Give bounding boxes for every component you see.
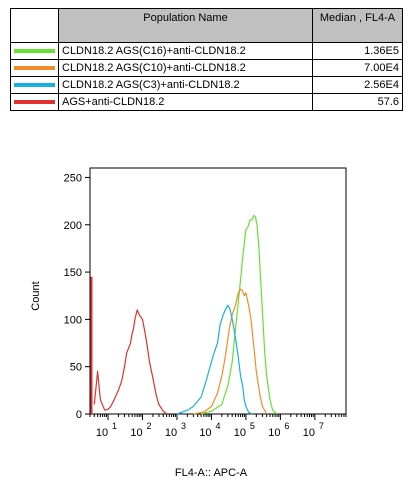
x-tick-label: 10 xyxy=(303,427,315,439)
plot-border xyxy=(89,167,347,415)
series-line xyxy=(193,288,268,415)
legend-row-value: 57.6 xyxy=(312,93,403,111)
legend-header-value: Median , FL4-A xyxy=(312,8,403,43)
x-tick-exponent: 1 xyxy=(112,421,117,431)
x-tick-label: 10 xyxy=(199,427,211,439)
legend-swatch xyxy=(14,100,55,104)
legend-swatch-cell xyxy=(10,59,59,77)
y-tick-label: 150 xyxy=(64,267,82,279)
legend-row-name: CLDN18.2 AGS(C16)+anti-CLDN18.2 xyxy=(58,42,313,60)
legend-row-name: AGS+anti-CLDN18.2 xyxy=(58,93,313,111)
legend-row: AGS+anti-CLDN18.2 57.6 xyxy=(10,93,403,111)
legend-table: Population Name Median , FL4-A CLDN18.2 … xyxy=(10,8,403,111)
x-axis: 10 1 10 2 10 3 10 4 10 5 10 6 10 7 xyxy=(89,414,347,439)
series-line xyxy=(176,304,253,415)
legend-row: CLDN18.2 AGS(C10)+anti-CLDN18.2 7.00E4 xyxy=(10,59,403,77)
x-tick-exponent: 5 xyxy=(250,421,255,431)
histogram-chart: 0 50 100 150 200 250 10 1 10 2 10 3 10 4 10 5 10 6 10 7 Co… xyxy=(30,167,347,479)
legend-header-row: Population Name Median , FL4-A xyxy=(10,8,403,43)
y-axis: 0 50 100 150 200 250 xyxy=(64,172,90,421)
x-tick-label: 10 xyxy=(234,427,246,439)
x-tick-exponent: 2 xyxy=(146,421,151,431)
legend-row-value: 1.36E5 xyxy=(312,42,403,60)
legend-row-value: 7.00E4 xyxy=(312,59,403,77)
x-tick-label: 10 xyxy=(268,427,280,439)
series-line xyxy=(93,309,167,415)
x-tick-exponent: 4 xyxy=(215,421,220,431)
legend-header-name: Population Name xyxy=(58,8,313,43)
x-tick-exponent: 7 xyxy=(319,421,324,431)
legend-row: CLDN18.2 AGS(C16)+anti-CLDN18.2 1.36E5 xyxy=(10,42,403,60)
x-tick-label: 10 xyxy=(130,427,142,439)
legend-row-value: 2.56E4 xyxy=(312,76,403,94)
series-layer xyxy=(90,214,278,415)
series-line xyxy=(200,214,278,415)
x-tick-label: 10 xyxy=(96,427,108,439)
x-tick-exponent: 6 xyxy=(284,421,289,431)
legend-swatch xyxy=(14,66,55,70)
x-tick-label: 10 xyxy=(165,427,177,439)
plot-frame xyxy=(89,167,347,415)
x-axis-label: FL4-A:: APC-A xyxy=(175,467,248,479)
legend-swatch xyxy=(14,83,55,87)
y-tick-label: 200 xyxy=(64,220,82,232)
legend-header-blank xyxy=(10,8,59,43)
legend-swatch-cell xyxy=(10,42,59,60)
y-tick-label: 100 xyxy=(64,314,82,326)
legend-swatch-cell xyxy=(10,76,59,94)
legend-row: CLDN18.2 AGS(C3)+anti-CLDN18.2 2.56E4 xyxy=(10,76,403,94)
legend-row-name: CLDN18.2 AGS(C3)+anti-CLDN18.2 xyxy=(58,76,313,94)
x-tick-exponent: 3 xyxy=(181,421,186,431)
legend-swatch-cell xyxy=(10,93,59,111)
y-axis-label: Count xyxy=(30,281,42,310)
legend-row-name: CLDN18.2 AGS(C10)+anti-CLDN18.2 xyxy=(58,59,313,77)
y-tick-label: 50 xyxy=(70,362,82,374)
y-tick-label: 0 xyxy=(76,409,82,421)
legend-swatch xyxy=(14,49,55,53)
y-tick-label: 250 xyxy=(64,172,82,184)
